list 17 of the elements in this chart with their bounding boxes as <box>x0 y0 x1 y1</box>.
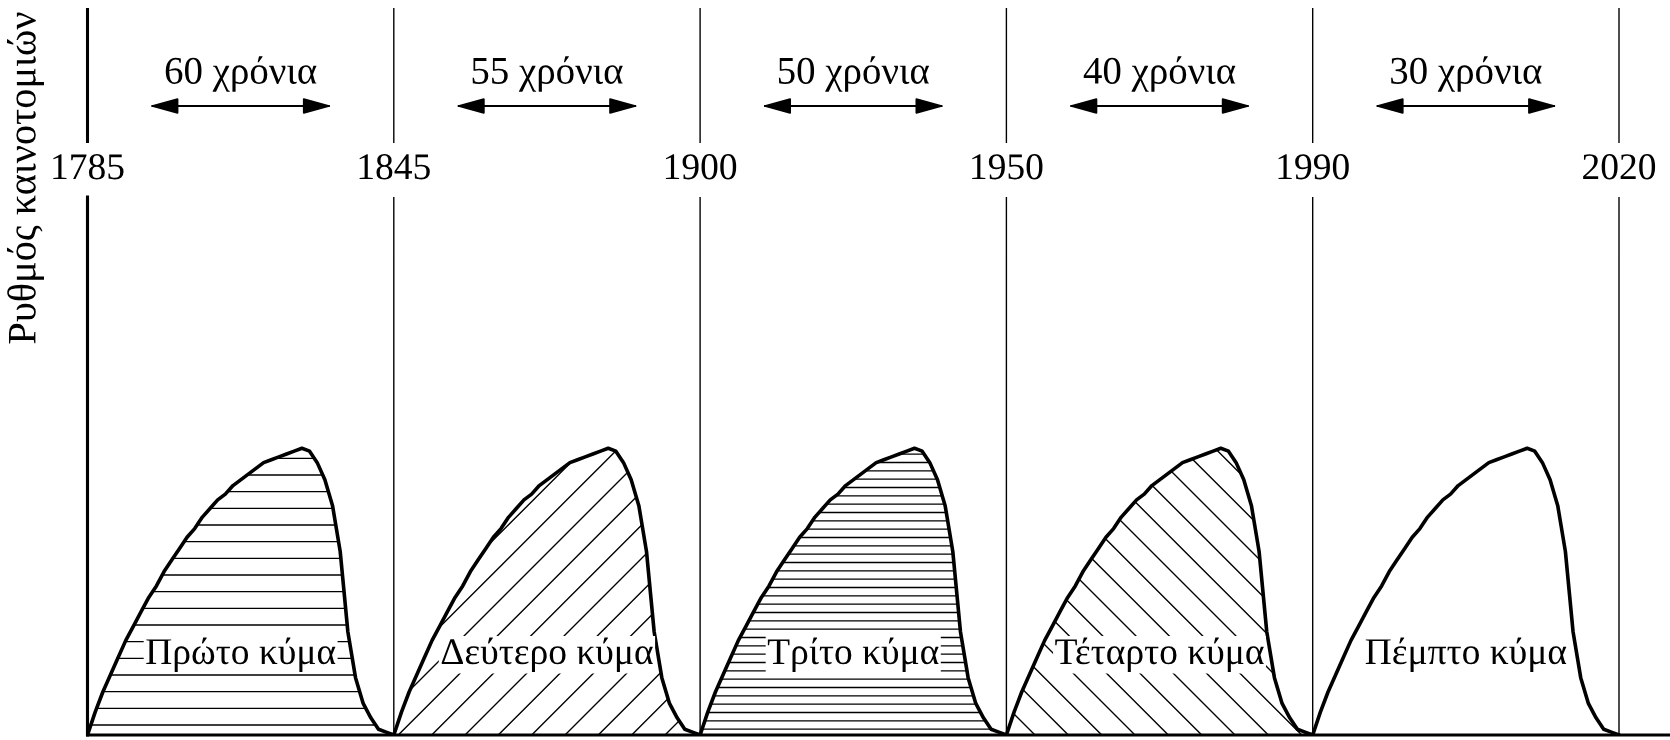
x-tick-label: 1950 <box>972 154 1043 180</box>
series-label: Τρίτο κύμα <box>767 637 939 672</box>
text: 50 χρόνια <box>778 56 929 92</box>
x-tick-label: 1785 <box>53 154 124 180</box>
x-tick-label: 2020 <box>1583 154 1656 180</box>
x-tick-label: 1845 <box>359 154 430 180</box>
y-axis-title: Ρυθμός καινοτομιών <box>6 12 44 344</box>
series-label: Δεύτερο κύμα <box>441 637 653 672</box>
text: 60 χρόνια <box>165 56 317 92</box>
series-label: Τέταρτο κύμα <box>1055 637 1264 672</box>
x-tick-label: 1990 <box>1278 154 1349 180</box>
x-tick-label: 1900 <box>665 154 737 180</box>
text: 55 χρόνια <box>472 56 623 92</box>
series-label: Πέμπτο κύμα <box>1365 637 1567 672</box>
series-label: Πρώτο κύμα <box>146 637 336 672</box>
text: 30 χρόνια <box>1391 56 1542 92</box>
text: 40 χρόνια <box>1083 56 1236 92</box>
